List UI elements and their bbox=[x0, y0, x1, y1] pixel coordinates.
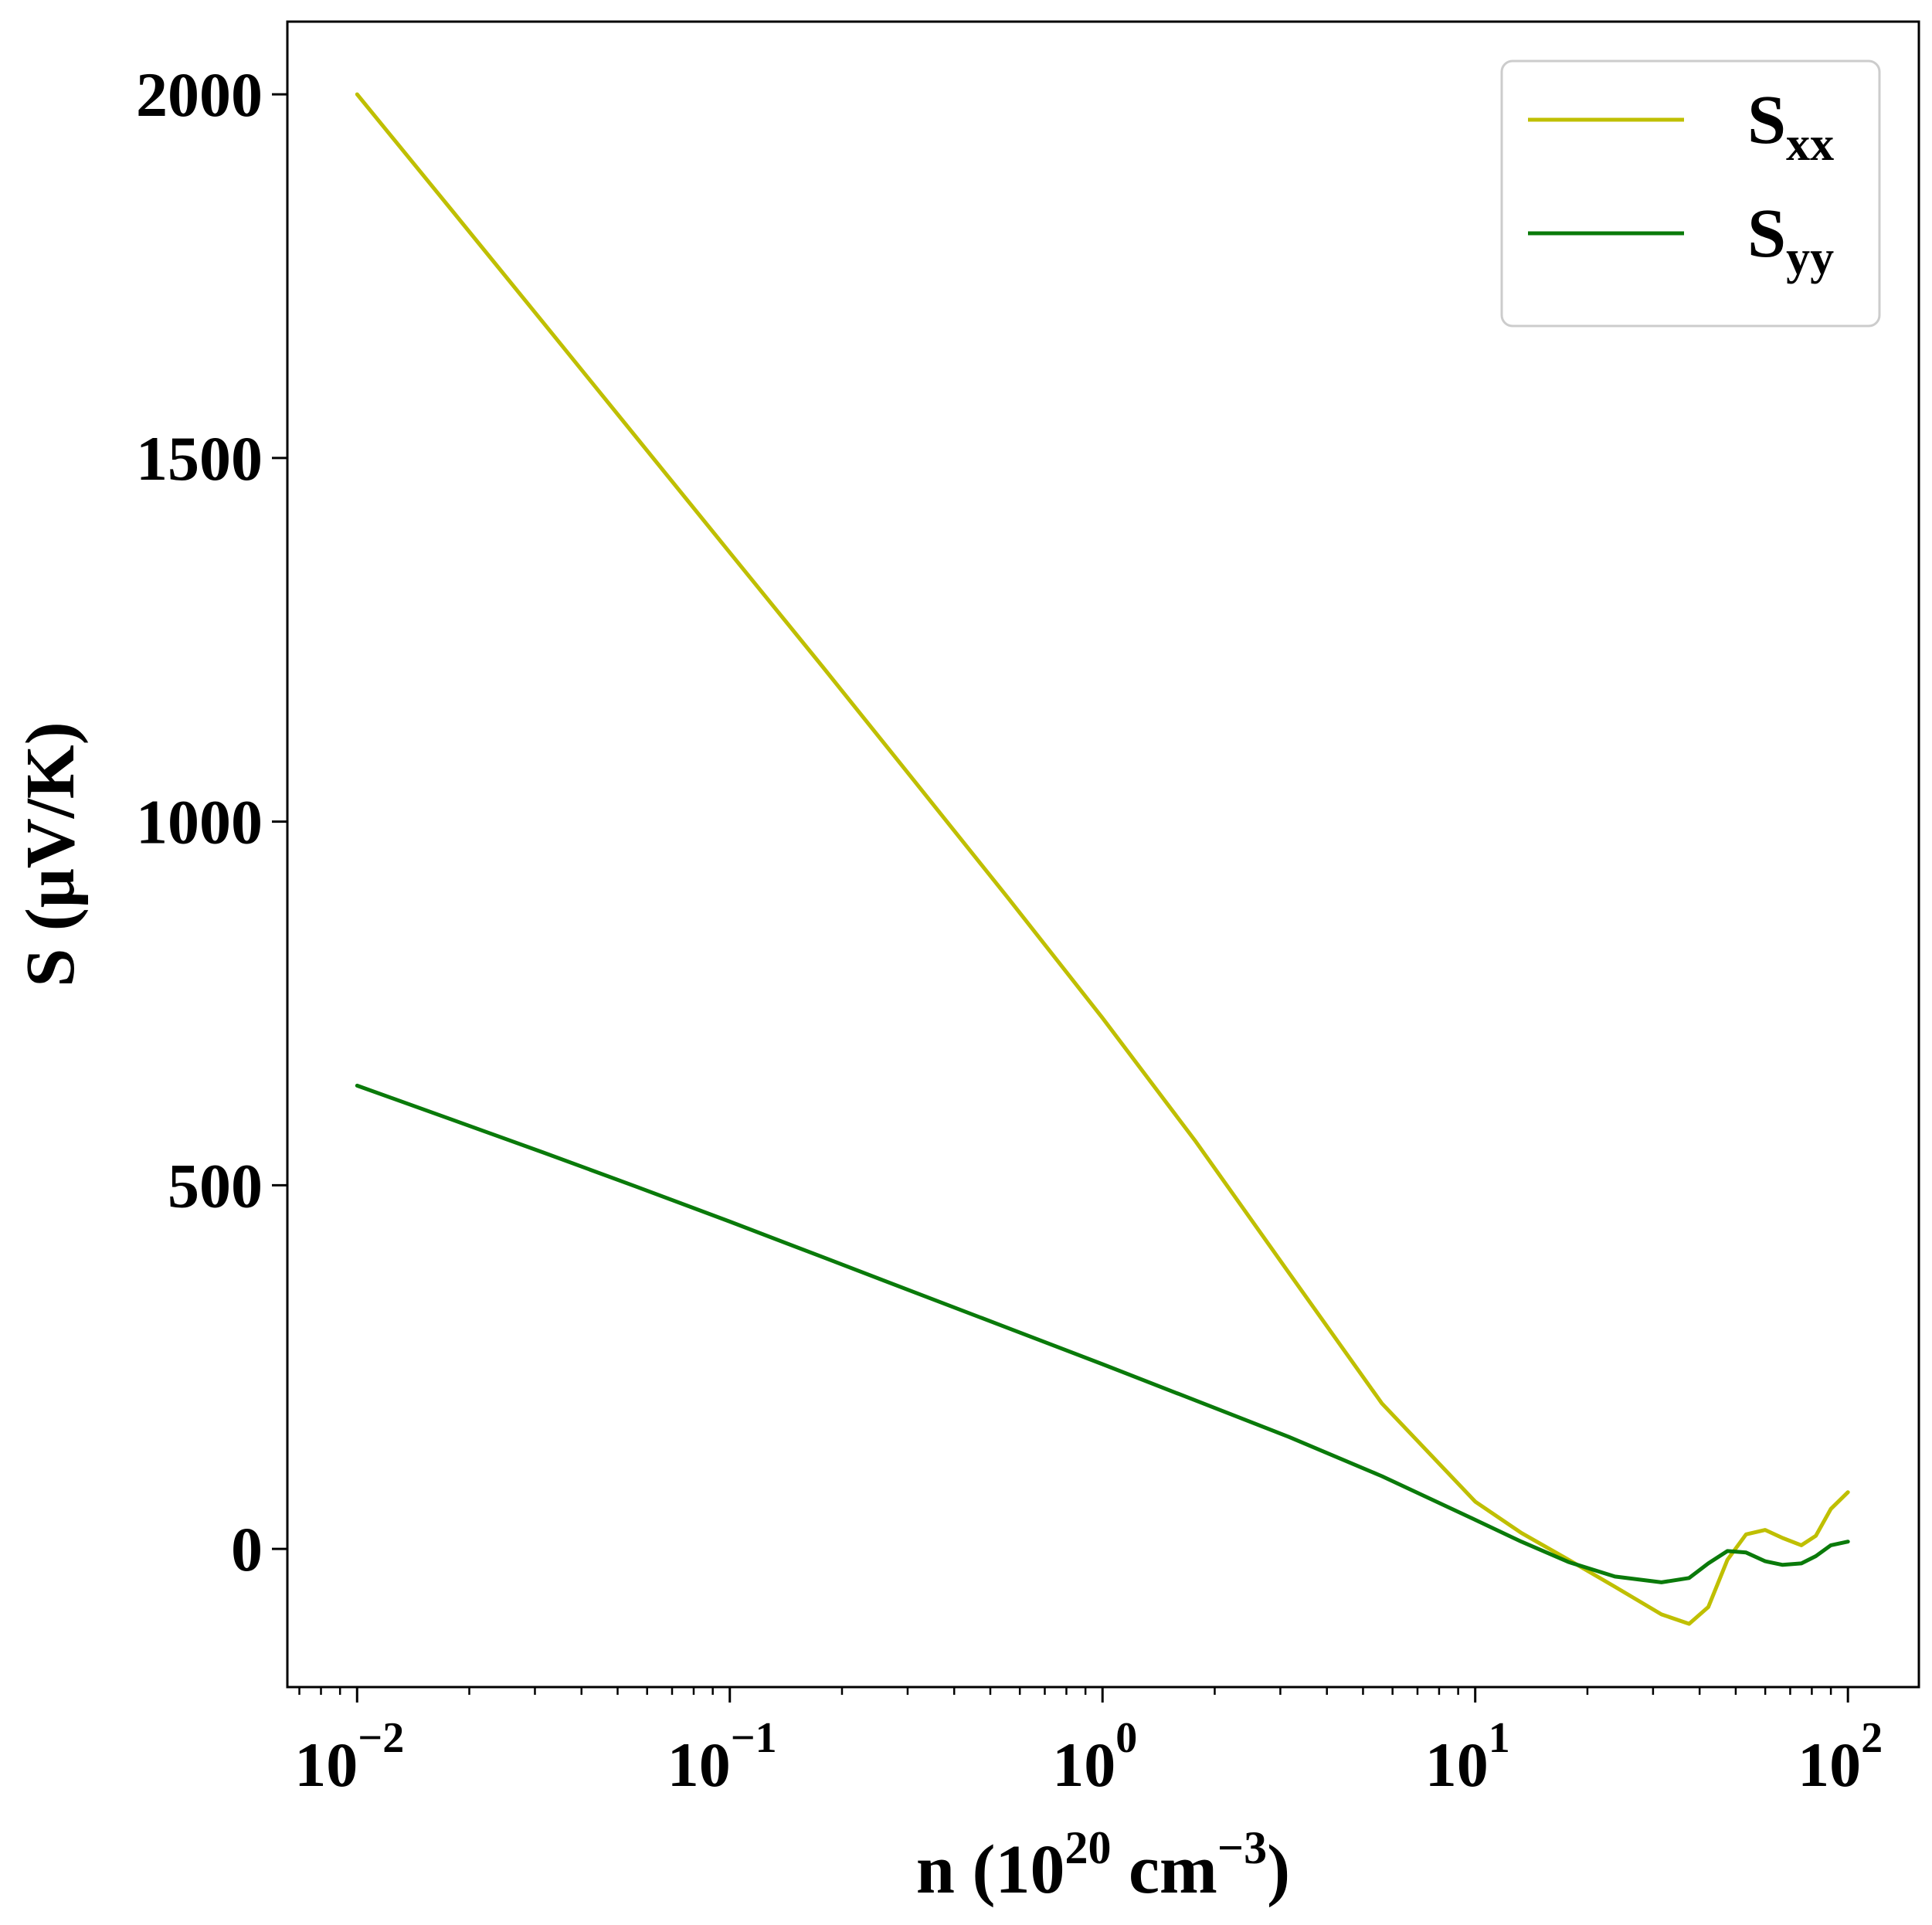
x-tick-label-base: 10 bbox=[294, 1730, 358, 1800]
x-axis-label-main: n (10 bbox=[916, 1832, 1065, 1908]
legend-box bbox=[1500, 59, 1881, 328]
x-axis-label-end: ) bbox=[1267, 1832, 1290, 1908]
series-line-xx bbox=[355, 92, 1850, 1626]
y-tick-label: 0 bbox=[231, 1514, 263, 1584]
legend-label-main: S bbox=[1747, 195, 1786, 272]
x-axis-label-mid: cm bbox=[1111, 1832, 1217, 1908]
legend-label-xx: Sxx bbox=[1747, 82, 1834, 171]
series-line-yy bbox=[355, 1083, 1850, 1584]
x-tick-label: 10−2 bbox=[294, 1714, 404, 1800]
x-tick-label-base: 10 bbox=[1052, 1730, 1115, 1800]
x-tick-label-base: 10 bbox=[667, 1730, 731, 1800]
y-tick-label: 1500 bbox=[136, 423, 263, 494]
series-layer bbox=[355, 92, 1850, 1626]
x-axis-label-sup2: −3 bbox=[1217, 1822, 1267, 1873]
legend-label-subscript: yy bbox=[1786, 232, 1834, 284]
y-tick-label: 500 bbox=[168, 1150, 263, 1221]
x-tick-label-exponent: 2 bbox=[1861, 1714, 1883, 1762]
x-tick-label-base: 10 bbox=[1798, 1730, 1861, 1800]
y-axis: 0 500 1000 1500 2000 bbox=[136, 59, 287, 1584]
y-tick-label: 1000 bbox=[136, 787, 263, 857]
x-tick-label-exponent: −1 bbox=[731, 1714, 777, 1762]
x-tick-label: 100 bbox=[1052, 1714, 1137, 1800]
x-tick-label: 102 bbox=[1798, 1714, 1883, 1800]
x-tick-label-exponent: −2 bbox=[358, 1714, 404, 1762]
y-axis-label: S (μV/K) bbox=[12, 721, 89, 987]
legend-label-subscript: xx bbox=[1786, 118, 1834, 171]
x-axis: 10−2 10−1 100 101 102 bbox=[294, 1687, 1883, 1800]
legend-label-yy: Syy bbox=[1747, 195, 1834, 284]
x-tick-label-exponent: 1 bbox=[1489, 1714, 1510, 1762]
x-tick-label: 101 bbox=[1425, 1714, 1510, 1800]
x-tick-label-base: 10 bbox=[1425, 1730, 1489, 1800]
legend-label-main: S bbox=[1747, 82, 1786, 158]
x-tick-label: 10−1 bbox=[667, 1714, 777, 1800]
x-axis-label: n (1020 cm−3) bbox=[916, 1822, 1290, 1908]
x-axis-label-sup1: 20 bbox=[1064, 1822, 1111, 1873]
x-tick-label-exponent: 0 bbox=[1115, 1714, 1137, 1762]
y-tick-label: 2000 bbox=[136, 59, 263, 130]
